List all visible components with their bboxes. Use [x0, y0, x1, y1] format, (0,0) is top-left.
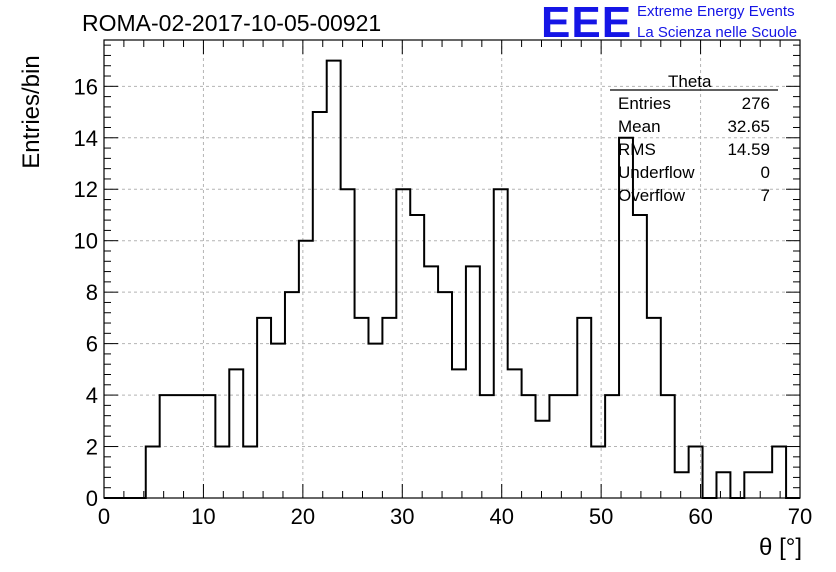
grid-lines — [104, 40, 800, 498]
stats-box-title: Theta — [668, 72, 712, 91]
logo-line-1: Extreme Energy Events — [637, 3, 795, 20]
histogram-bin — [675, 472, 689, 498]
histogram-bin — [313, 112, 327, 498]
axes — [103, 39, 801, 499]
histogram-bin — [480, 395, 494, 498]
histogram-bin — [174, 395, 188, 498]
stat-name: Entries — [618, 94, 671, 113]
y-tick-label: 14 — [74, 126, 98, 151]
histogram-bin — [410, 215, 424, 498]
logo-line-2: La Scienza nelle Scuole — [637, 24, 798, 41]
y-axis-label: Entries/bin — [18, 55, 45, 169]
histogram-bin — [772, 447, 786, 498]
histogram-series — [104, 59, 800, 499]
histogram-bin — [466, 266, 480, 498]
eee-logo: EEE — [541, 0, 633, 47]
histogram-bin — [452, 369, 466, 498]
stat-value: 14.59 — [727, 140, 770, 159]
run-title: ROMA-02-2017-10-05-00921 — [82, 10, 382, 36]
x-tick-label: 20 — [291, 504, 315, 529]
histogram-bin — [577, 318, 591, 498]
y-tick-label: 8 — [86, 280, 98, 305]
y-tick-label: 10 — [74, 229, 98, 254]
y-tick-label: 6 — [86, 332, 98, 357]
y-tick-label: 0 — [86, 486, 98, 511]
x-tick-label: 10 — [191, 504, 215, 529]
histogram-bin — [716, 472, 730, 498]
histogram-bin — [633, 215, 647, 498]
x-axis-label: θ [°] — [759, 534, 802, 561]
histogram-outline — [104, 59, 800, 499]
histogram-bin — [299, 241, 313, 498]
histogram-bin — [257, 318, 271, 498]
y-tick-label: 4 — [86, 383, 98, 408]
histogram-bin — [215, 447, 229, 498]
histogram-bin — [327, 61, 341, 498]
histogram-bin — [229, 369, 243, 498]
histogram-bin — [243, 447, 257, 498]
stat-name: Mean — [618, 117, 661, 136]
histogram-bin — [647, 318, 661, 498]
histogram-bin — [424, 266, 438, 498]
histogram-bin — [744, 472, 758, 498]
histogram-bin — [368, 344, 382, 498]
x-tick-label: 60 — [688, 504, 712, 529]
histogram-bin — [522, 395, 536, 498]
y-tick-label: 12 — [74, 177, 98, 202]
x-tick-label: 40 — [489, 504, 513, 529]
y-tick-label: 2 — [86, 435, 98, 460]
x-tick-label: 30 — [390, 504, 414, 529]
stat-name: Underflow — [618, 163, 695, 182]
stat-value: 276 — [741, 94, 770, 113]
histogram-bin — [591, 447, 605, 498]
plot-frame — [103, 39, 801, 499]
stat-value: 7 — [760, 186, 770, 205]
histogram-bin — [563, 395, 577, 498]
histogram-bin — [355, 318, 369, 498]
x-tick-label: 50 — [589, 504, 613, 529]
histogram-bin — [536, 421, 550, 498]
y-tick-label: 16 — [74, 74, 98, 99]
stat-name: Overflow — [618, 186, 686, 205]
histogram-bin — [382, 318, 396, 498]
histogram-bin — [271, 344, 285, 498]
x-tick-label: 70 — [788, 504, 812, 529]
x-tick-label: 0 — [98, 504, 110, 529]
stat-value: 32.65 — [727, 117, 770, 136]
stat-value: 0 — [760, 163, 770, 182]
histogram-bin — [508, 369, 522, 498]
histogram-bin — [146, 447, 160, 498]
stat-name: RMS — [618, 140, 656, 159]
